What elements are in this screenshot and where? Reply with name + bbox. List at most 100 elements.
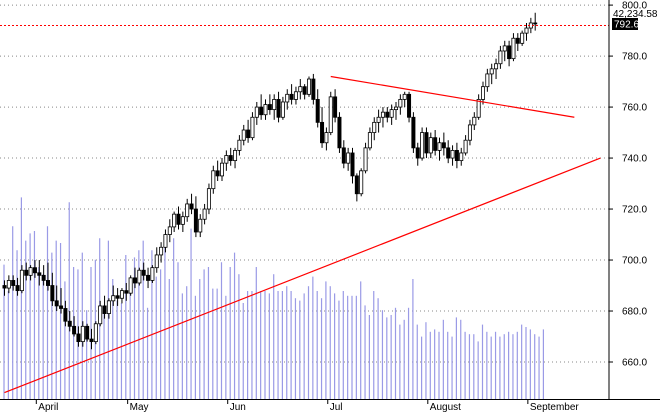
- candle-body: [420, 132, 425, 159]
- trend-lines: [4, 75, 601, 394]
- x-tick-label: September: [530, 402, 580, 412]
- candle-body: [250, 116, 255, 139]
- candle-body: [167, 226, 172, 235]
- candle-body: [520, 32, 525, 44]
- candle-body: [106, 300, 111, 314]
- candle-body: [32, 267, 37, 274]
- candle-body: [502, 45, 507, 52]
- candle-body: [176, 213, 181, 225]
- candle-body: [350, 152, 355, 177]
- candle-body: [46, 280, 51, 286]
- candle-body: [267, 104, 272, 111]
- candle-body: [446, 147, 451, 159]
- candle-body: [463, 139, 468, 154]
- candle-body: [293, 91, 298, 100]
- candle-body: [476, 99, 481, 118]
- x-tick-label: Jul: [330, 402, 343, 412]
- candle-body: [311, 78, 316, 100]
- candle-body: [2, 285, 7, 289]
- candle-body: [354, 175, 359, 195]
- candle-body: [480, 86, 485, 100]
- candle-body: [102, 305, 107, 314]
- candle-body: [111, 295, 116, 302]
- y-tick-label: 800.0: [622, 1, 647, 12]
- candle-body: [211, 170, 216, 190]
- y-tick-label: 740.0: [622, 154, 647, 165]
- candle-body: [259, 106, 264, 116]
- candle-body: [437, 142, 442, 151]
- candle-body: [189, 203, 194, 210]
- candle-body: [98, 305, 103, 325]
- volume-bars: [3, 197, 545, 399]
- candle-body: [206, 188, 211, 210]
- candle-body: [454, 150, 459, 162]
- candle-body: [489, 68, 494, 75]
- candle-body: [433, 137, 438, 151]
- candle-body: [19, 269, 24, 292]
- candle-body: [441, 142, 446, 149]
- candle-body: [385, 111, 390, 118]
- candle-body: [124, 290, 129, 294]
- candle-body: [59, 305, 64, 309]
- candle-body: [219, 162, 224, 177]
- candle-body: [119, 290, 124, 299]
- candle-body: [141, 269, 146, 276]
- candle-body: [306, 78, 311, 95]
- x-tick-label: Jun: [230, 402, 246, 412]
- candle-body: [246, 129, 251, 139]
- candle-body: [485, 73, 490, 88]
- candle-body: [398, 99, 403, 108]
- candle-body: [254, 106, 259, 118]
- y-tick-label: 760.0: [622, 103, 647, 114]
- candle-body: [315, 99, 320, 123]
- candle-body: [89, 338, 94, 343]
- y-tick-label: 780.0: [622, 52, 647, 63]
- candle-body: [224, 155, 229, 164]
- candle-body: [198, 218, 203, 233]
- candle-body: [137, 269, 142, 284]
- candle-body: [115, 295, 120, 299]
- candle-body: [37, 272, 42, 276]
- candle-body: [524, 27, 529, 34]
- candle-body: [67, 320, 72, 327]
- candle-body: [393, 106, 398, 111]
- candle-body: [507, 45, 512, 60]
- candle-body: [80, 325, 85, 343]
- y-tick-label: 660.0: [622, 358, 647, 369]
- candle-body: [424, 132, 429, 154]
- x-tick-label: May: [130, 402, 149, 412]
- candle-body: [50, 285, 55, 302]
- candle-body: [459, 152, 464, 162]
- grid: [0, 4, 613, 363]
- candle-body: [320, 121, 325, 144]
- candle-body: [237, 139, 242, 151]
- candle-body: [172, 213, 177, 228]
- candle-body: [333, 96, 338, 118]
- candle-body: [289, 93, 294, 100]
- candle-body: [367, 132, 372, 149]
- candle-body: [150, 267, 155, 281]
- x-tick-labels: April May Jun Jul August September: [35, 399, 580, 413]
- candle-body: [193, 208, 198, 233]
- axes: 42,234.58 792.68: [0, 0, 660, 400]
- candle-body: [15, 285, 20, 292]
- candle-body: [24, 269, 29, 276]
- trend-line: [330, 75, 575, 118]
- candle-body: [402, 93, 407, 100]
- candle-body: [159, 246, 164, 256]
- candle-body: [215, 170, 220, 177]
- candle-body: [41, 274, 46, 281]
- candle-body: [185, 203, 190, 218]
- candle-body: [180, 216, 185, 225]
- candle-body: [363, 147, 368, 172]
- candlesticks: [2, 12, 538, 350]
- candle-body: [72, 325, 77, 335]
- candle-body: [6, 280, 11, 289]
- trend-line: [4, 157, 601, 394]
- volume-readout: 42,234.58: [613, 9, 658, 20]
- candle-body: [494, 63, 499, 70]
- candle-body: [154, 254, 159, 269]
- candle-body: [93, 323, 98, 343]
